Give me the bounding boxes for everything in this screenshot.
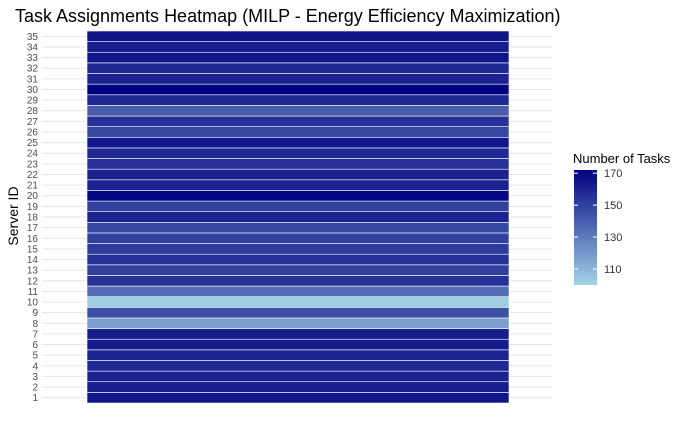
heatmap-cell-server-12 bbox=[86, 275, 510, 287]
heatmap-cell-server-20 bbox=[86, 190, 510, 202]
y-tick-label: 4 bbox=[32, 361, 38, 372]
heatmap-cell-server-35 bbox=[86, 30, 510, 42]
y-tick-label: 22 bbox=[27, 170, 39, 181]
heatmap-cell-server-33 bbox=[86, 51, 510, 64]
heatmap-cell-server-29 bbox=[86, 94, 510, 106]
heatmap-cell-server-8 bbox=[86, 317, 510, 329]
y-tick-label: 27 bbox=[27, 117, 39, 128]
heatmap-cell-server-28 bbox=[86, 105, 510, 117]
y-tick-label: 25 bbox=[27, 138, 39, 149]
y-tick-label: 1 bbox=[32, 393, 38, 404]
heatmap-cell-server-19 bbox=[86, 200, 510, 212]
y-tick-label: 19 bbox=[27, 202, 39, 213]
heatmap-cell-server-5 bbox=[86, 349, 510, 361]
heatmap-cell-server-17 bbox=[86, 222, 510, 234]
y-tick-label: 15 bbox=[27, 244, 39, 255]
y-tick-label: 16 bbox=[27, 234, 39, 245]
y-tick-label: 35 bbox=[27, 32, 39, 43]
y-tick-labels: 1234567891011121314151617181920212223242… bbox=[27, 32, 39, 404]
y-tick-label: 2 bbox=[32, 383, 38, 394]
heatmap-cell-server-11 bbox=[86, 285, 510, 298]
legend-tick-label: 130 bbox=[604, 232, 622, 244]
y-tick-label: 8 bbox=[32, 319, 38, 330]
heatmap-cell-server-31 bbox=[86, 73, 510, 85]
heatmap-cell-server-9 bbox=[86, 307, 510, 319]
heatmap-cell-server-23 bbox=[86, 158, 510, 170]
y-tick-label: 11 bbox=[28, 287, 39, 298]
legend-colorbar bbox=[574, 170, 597, 285]
y-tick-label: 3 bbox=[32, 372, 38, 383]
y-tick-label: 32 bbox=[27, 64, 39, 75]
heatmap-cell-server-3 bbox=[86, 370, 510, 383]
heatmap-cell-server-24 bbox=[86, 147, 510, 159]
heatmap-cell-server-16 bbox=[86, 232, 510, 244]
y-tick-label: 17 bbox=[27, 223, 39, 234]
y-tick-label: 13 bbox=[27, 266, 39, 277]
legend-ticks: 110 130 150 170 bbox=[574, 168, 622, 276]
y-tick-label: 29 bbox=[27, 96, 39, 107]
y-tick-label: 6 bbox=[32, 340, 38, 351]
y-tick-label: 12 bbox=[27, 276, 39, 287]
chart-title: Task Assignments Heatmap (MILP - Energy … bbox=[15, 6, 561, 26]
y-tick-label: 31 bbox=[27, 74, 39, 85]
y-axis-label: Server ID bbox=[5, 186, 21, 245]
legend-tick-label: 110 bbox=[604, 264, 622, 276]
heatmap-cell-server-22 bbox=[86, 168, 510, 181]
y-tick-label: 33 bbox=[27, 53, 39, 64]
heatmap-cell-server-13 bbox=[86, 264, 510, 276]
y-tick-label: 30 bbox=[27, 85, 39, 96]
y-tick-label: 14 bbox=[27, 255, 39, 266]
color-legend: Number of Tasks 110 130 150 170 bbox=[573, 151, 671, 285]
y-tick-label: 20 bbox=[27, 191, 39, 202]
y-tick-label: 34 bbox=[27, 42, 39, 53]
legend-tick-label: 150 bbox=[604, 200, 622, 212]
y-tick-label: 28 bbox=[27, 106, 39, 117]
y-tick-label: 5 bbox=[32, 351, 38, 362]
heatmap-cell-server-10 bbox=[86, 296, 510, 308]
heatmap-cell-server-25 bbox=[86, 136, 510, 149]
heatmap-cell-server-14 bbox=[86, 253, 510, 266]
y-tick-label: 23 bbox=[27, 159, 39, 170]
y-tick-label: 21 bbox=[27, 181, 39, 192]
heatmap-cell-server-32 bbox=[86, 62, 510, 74]
heatmap-cell-server-34 bbox=[86, 41, 510, 53]
heatmap-cell-server-6 bbox=[86, 338, 510, 351]
y-tick-label: 9 bbox=[32, 308, 38, 319]
y-tick-label: 10 bbox=[27, 298, 39, 309]
heatmap-cell-server-4 bbox=[86, 360, 510, 372]
y-tick-label: 26 bbox=[27, 127, 39, 138]
heatmap-cell-server-27 bbox=[86, 115, 510, 127]
heatmap-cell-server-26 bbox=[86, 126, 510, 138]
y-tick-label: 18 bbox=[27, 213, 39, 224]
y-tick-label: 7 bbox=[32, 329, 38, 340]
legend-tick-label: 170 bbox=[604, 168, 622, 180]
heatmap-cell-server-7 bbox=[86, 328, 510, 340]
heatmap-cell-server-18 bbox=[86, 211, 510, 223]
heatmap-cell-server-30 bbox=[86, 83, 510, 96]
heatmap-cell-server-21 bbox=[86, 179, 510, 191]
legend-title: Number of Tasks bbox=[573, 151, 671, 166]
heatmap-cells bbox=[86, 30, 510, 404]
heatmap-cell-server-1 bbox=[86, 392, 510, 404]
heatmap-cell-server-2 bbox=[86, 381, 510, 393]
heatmap-cell-server-15 bbox=[86, 243, 510, 255]
y-tick-label: 24 bbox=[27, 149, 39, 160]
